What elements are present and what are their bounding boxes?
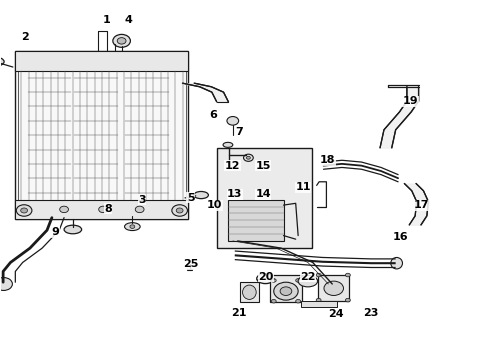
- Circle shape: [273, 282, 298, 300]
- Circle shape: [20, 208, 27, 213]
- Circle shape: [117, 38, 126, 44]
- Circle shape: [246, 156, 250, 159]
- Text: 2: 2: [21, 32, 29, 41]
- Circle shape: [171, 205, 187, 216]
- Text: 16: 16: [392, 232, 407, 242]
- Circle shape: [135, 206, 144, 213]
- Bar: [15, 51, 188, 71]
- Ellipse shape: [223, 142, 232, 147]
- Text: 5: 5: [187, 193, 194, 203]
- Text: 23: 23: [363, 308, 378, 318]
- Circle shape: [113, 35, 130, 47]
- Bar: [18, 53, 185, 218]
- Circle shape: [130, 225, 135, 228]
- Circle shape: [316, 298, 321, 302]
- Circle shape: [280, 287, 291, 296]
- Circle shape: [295, 300, 300, 303]
- Text: 21: 21: [230, 308, 246, 318]
- Ellipse shape: [0, 57, 4, 66]
- Ellipse shape: [64, 225, 81, 234]
- Ellipse shape: [124, 223, 140, 230]
- Ellipse shape: [256, 274, 274, 284]
- Circle shape: [271, 300, 276, 303]
- Ellipse shape: [193, 192, 208, 199]
- Circle shape: [345, 298, 349, 302]
- Circle shape: [345, 273, 349, 277]
- Text: 3: 3: [138, 195, 145, 205]
- Text: 4: 4: [124, 15, 132, 26]
- Circle shape: [295, 279, 300, 282]
- Circle shape: [176, 208, 183, 213]
- Circle shape: [226, 117, 238, 125]
- Bar: [15, 200, 188, 220]
- Text: 20: 20: [258, 272, 273, 282]
- Text: 1: 1: [103, 15, 111, 26]
- Text: 18: 18: [319, 155, 334, 165]
- Bar: [216, 148, 311, 248]
- Circle shape: [60, 206, 68, 213]
- Ellipse shape: [242, 285, 256, 300]
- Circle shape: [99, 206, 107, 213]
- Text: 12: 12: [224, 161, 240, 171]
- Text: 22: 22: [300, 272, 315, 282]
- Circle shape: [243, 154, 253, 161]
- Circle shape: [316, 273, 321, 277]
- Text: 15: 15: [255, 161, 270, 171]
- Ellipse shape: [390, 257, 402, 269]
- Text: 19: 19: [402, 96, 417, 106]
- Ellipse shape: [298, 275, 317, 287]
- Circle shape: [16, 205, 32, 216]
- Text: 24: 24: [327, 310, 343, 319]
- Text: 10: 10: [206, 200, 222, 210]
- Circle shape: [271, 279, 276, 282]
- Text: 9: 9: [51, 227, 59, 237]
- Bar: [317, 275, 348, 301]
- Circle shape: [324, 281, 343, 296]
- Text: 14: 14: [255, 189, 270, 199]
- Bar: [227, 200, 283, 241]
- Bar: [239, 282, 259, 302]
- Text: 7: 7: [235, 127, 243, 136]
- Text: 6: 6: [208, 111, 216, 121]
- Bar: [300, 301, 336, 307]
- Bar: [270, 275, 302, 302]
- Bar: [15, 51, 188, 220]
- Text: 8: 8: [104, 204, 112, 214]
- Circle shape: [0, 278, 12, 291]
- Text: 17: 17: [412, 200, 428, 210]
- Text: 25: 25: [183, 259, 198, 269]
- Text: 13: 13: [226, 189, 242, 199]
- Text: 11: 11: [295, 182, 310, 192]
